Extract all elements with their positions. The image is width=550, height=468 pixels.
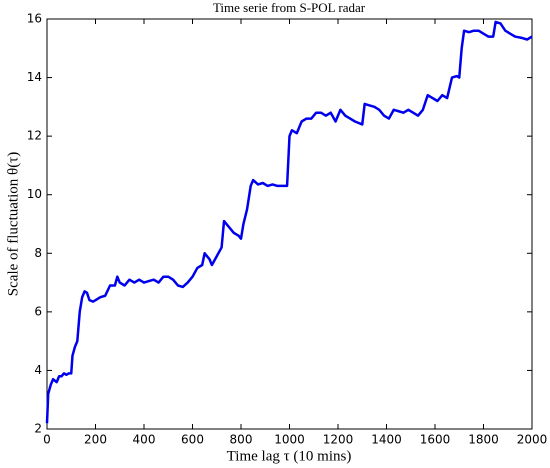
x-tick-label: 1400 [371, 433, 402, 447]
x-tick-label: 400 [133, 433, 156, 447]
y-tick-label: 14 [27, 70, 42, 84]
x-axis-label: Time lag τ (10 mins) [227, 448, 352, 464]
y-axis-label: Scale of fluctuation θ(τ) [5, 152, 21, 296]
data-line [45, 20, 533, 424]
x-tick-label: 1600 [420, 433, 451, 447]
x-tick-label: 1800 [468, 433, 499, 447]
y-tick-label: 4 [34, 363, 42, 377]
y-tick-label: 12 [27, 129, 42, 143]
x-tick-label: 0 [43, 433, 51, 447]
y-tick-label: 2 [34, 422, 42, 436]
plot-frame [46, 18, 533, 430]
x-tick-label: 600 [181, 433, 204, 447]
x-tick-label: 800 [230, 433, 253, 447]
chart-title: Time serie from S-POL radar [213, 0, 366, 15]
x-tick-label: 1000 [274, 433, 305, 447]
y-tick-label: 6 [34, 304, 42, 318]
y-tick-label: 10 [27, 187, 42, 201]
y-tick-label: 8 [34, 246, 42, 260]
x-tick-label: 2000 [517, 433, 548, 447]
y-tick-label: 16 [27, 12, 42, 26]
x-tick-label: 1200 [323, 433, 354, 447]
x-tick-label: 200 [84, 433, 107, 447]
